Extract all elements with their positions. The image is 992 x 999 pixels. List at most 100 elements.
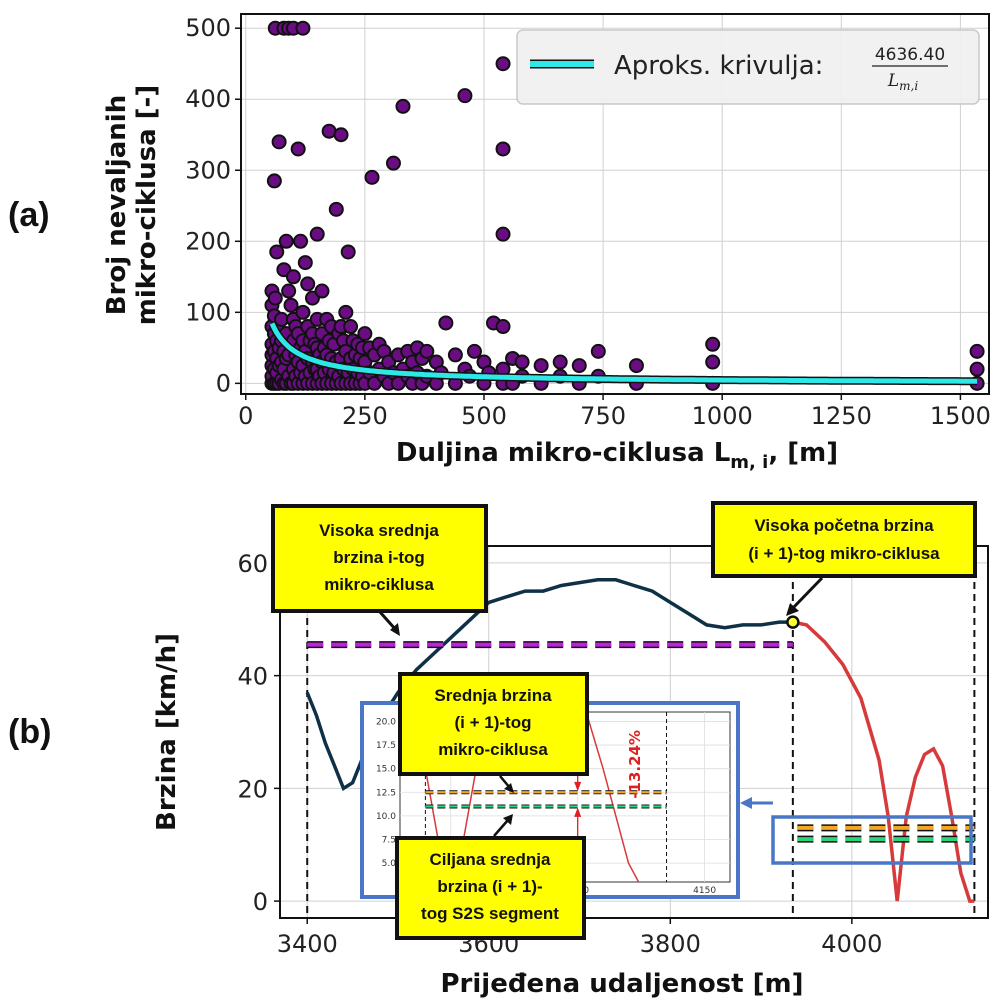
scatter-point — [295, 20, 311, 36]
box4-line1: Ciljana srednja — [430, 850, 551, 869]
scatter-point — [271, 134, 287, 150]
scatter-point — [969, 361, 985, 377]
zoom-region — [771, 815, 973, 865]
y-axis-label-b: Brzina [km/h] — [152, 633, 182, 831]
scatter-point — [338, 304, 354, 320]
x-axis-label-a: Duljina mikro-ciklusa Lm, i, [m] — [396, 438, 838, 473]
inset-y-tick-label: 20.0 — [376, 717, 396, 727]
scatter-point — [283, 297, 299, 313]
scatter-point — [328, 201, 344, 217]
mean-speed-lines — [307, 641, 975, 843]
y-tick-label: 100 — [185, 298, 231, 326]
box3-line3: mikro-ciklusa — [438, 740, 548, 759]
scatter-point — [278, 233, 294, 249]
legend-fraction-denominator: Lm,i — [887, 71, 918, 93]
y-tick-label: 20 — [237, 775, 268, 803]
plot-frame-b — [279, 545, 989, 919]
start-speed-marker — [786, 615, 800, 629]
inset-y-tick-label: 15.0 — [376, 765, 396, 775]
scatter-point — [266, 173, 282, 189]
y-axis-label-a-line1: Broj nevaljanih — [102, 95, 132, 315]
annotation-box-4: Ciljana srednja brzina (i + 1)- tog S2S … — [395, 836, 586, 940]
box4-arrow — [493, 819, 509, 837]
inset-y-tick-label: 7.5 — [382, 836, 396, 846]
scatter-point — [340, 244, 356, 260]
x-tick-label: 250 — [342, 402, 388, 430]
scatter-point — [705, 336, 721, 352]
box1-line3: mikro-ciklusa — [324, 575, 434, 594]
scatter-point — [269, 244, 285, 260]
scatter-point — [357, 326, 373, 342]
annotation-box-2: Visoka početna brzina (i + 1)-tog mikro-… — [711, 501, 977, 578]
panel-label-a: (a) — [8, 196, 50, 234]
scatter-point — [395, 98, 411, 114]
y-tick-label: 60 — [237, 550, 268, 578]
scatter-point — [295, 304, 311, 320]
y-tick-label: 200 — [185, 227, 231, 255]
legend-fraction-numerator: 4636.40 — [875, 45, 945, 65]
annotation-box-3: Srednja brzina (i + 1)-tog mikro-ciklusa — [398, 672, 589, 776]
scatter-point — [343, 319, 359, 335]
box1-arrow — [378, 611, 398, 631]
scatter-point — [495, 141, 511, 157]
scatter-point — [385, 155, 401, 171]
inset-diff-arrow-bottom-head — [574, 807, 582, 817]
scatter-point — [552, 354, 568, 370]
box4-arrow-head — [503, 814, 513, 825]
box2-arrow — [790, 576, 824, 611]
scatter-point — [969, 343, 985, 359]
scatter-point — [419, 343, 435, 359]
x-tick-label: 3800 — [640, 930, 701, 958]
scatter-point — [495, 319, 511, 335]
legend-box — [516, 29, 980, 105]
scatter-point — [293, 233, 309, 249]
box2-line2: (i + 1)-tog mikro-ciklusa — [748, 544, 940, 563]
box4-line3: tog S2S segment — [421, 904, 559, 923]
legend-label: Aproks. krivulja: — [614, 51, 823, 81]
scatter-point — [590, 343, 606, 359]
scatter-point — [514, 354, 530, 370]
box1-line2: brzina i-tog — [333, 548, 425, 567]
x-tick-label: 1500 — [930, 402, 991, 430]
scatter-chart: 0 250 500 750 1000 1250 1500 0 100 200 300 400 500 A… — [102, 13, 991, 473]
y-tick-label: 500 — [185, 14, 231, 42]
box3-line2: (i + 1)-tog — [455, 713, 532, 732]
scatter-point — [309, 226, 325, 242]
scatter-point — [267, 290, 283, 306]
x-tick-label: 4000 — [821, 930, 882, 958]
x-tick-label: 1000 — [692, 402, 753, 430]
approx-curve-inner — [269, 322, 978, 384]
inset-y-tick-label: 5.0 — [382, 859, 397, 869]
speed-series-i — [305, 578, 793, 791]
panel-label-b: (b) — [8, 713, 51, 751]
scatter-point — [290, 141, 306, 157]
y-tick-label: 400 — [185, 85, 231, 113]
y-tick-label: 300 — [185, 156, 231, 184]
scatter-point — [281, 283, 297, 299]
zoom-arrow-head — [740, 797, 752, 809]
box2-arrow-head — [786, 603, 799, 616]
x-tick-label: 3400 — [277, 930, 338, 958]
scatter-point — [571, 358, 587, 374]
scatter-point — [628, 358, 644, 374]
x-tick-label: 500 — [461, 402, 507, 430]
scatter-point — [533, 358, 549, 374]
box3-arrow-head — [504, 783, 514, 793]
speed-series-i-plus-1 — [792, 620, 975, 903]
y-tick-label: 0 — [253, 888, 268, 916]
x-tick-label: 1250 — [811, 402, 872, 430]
scatter-point — [495, 226, 511, 242]
x-axis-label-b: Prijeđena udaljenost [m] — [441, 969, 804, 999]
box2-line1: Visoka početna brzina — [754, 516, 934, 535]
plot-frame-a — [240, 13, 990, 395]
scatter-point — [333, 127, 349, 143]
annotation-box-1: Visoka srednja brzina i-tog mikro-ciklus… — [271, 504, 488, 613]
box3-line1: Srednja brzina — [434, 686, 552, 705]
percent-label: -13.24% — [626, 730, 644, 799]
y-tick-label: 40 — [237, 663, 268, 691]
scatter-point — [495, 56, 511, 72]
box1-arrow-head — [390, 623, 400, 636]
